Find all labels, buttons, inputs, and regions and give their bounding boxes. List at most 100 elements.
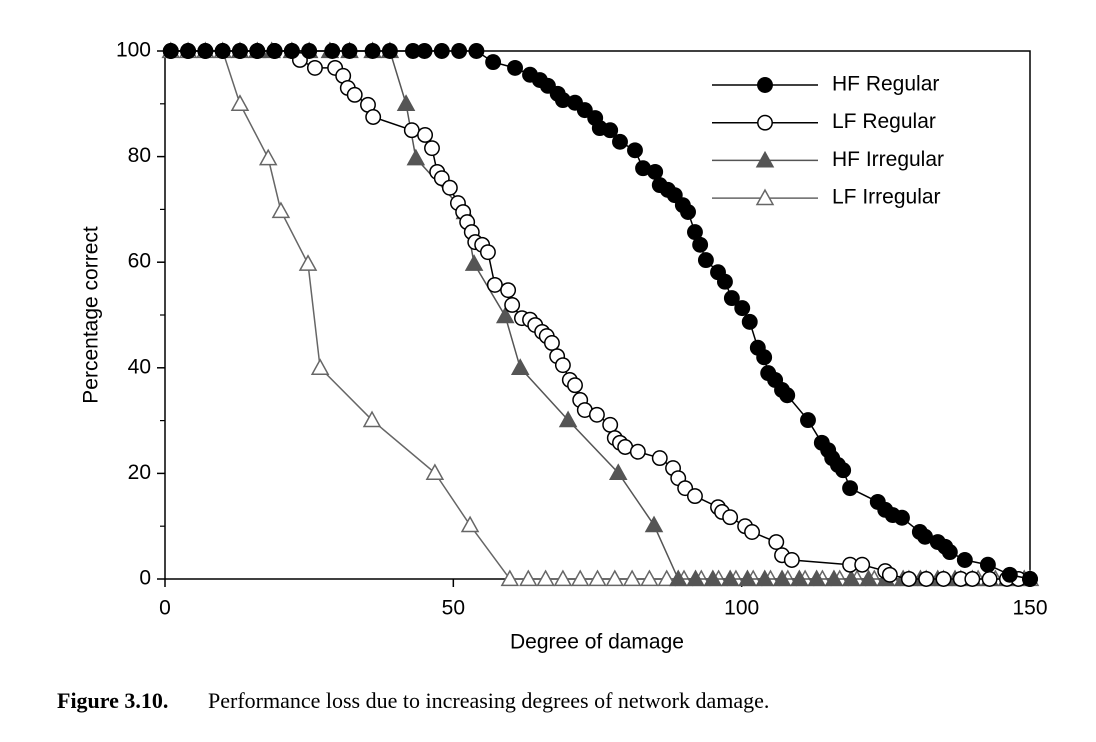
data-point [783,552,800,568]
data-point [657,569,676,587]
data-point [772,569,792,587]
data-point [500,282,517,299]
data-point [894,509,910,526]
data-point [424,140,440,157]
data-point [703,569,723,587]
data-point [266,43,283,59]
data-point [486,276,503,293]
data-point [301,43,318,59]
data-point [779,387,796,404]
data-point [744,524,760,540]
data-point [500,569,520,587]
y-axis-label: Percentage correct [80,226,103,404]
data-point [842,480,859,497]
data-point [433,43,450,59]
data-point [800,412,816,429]
data-point [964,571,981,587]
legend-label: HF Regular [832,73,939,96]
data-point [734,300,751,317]
caption-label: Figure 3.10. [57,688,168,713]
data-point [602,122,619,139]
data-point [605,569,625,587]
legend-label: LF Irregular [832,186,941,209]
data-point [668,569,688,587]
data-point [298,254,318,271]
data-point [306,59,323,76]
data-point [680,204,696,220]
data-point [479,244,496,261]
data-point [553,569,573,587]
data-point [468,43,485,59]
data-point [756,349,773,366]
data-point [519,569,538,587]
data-point [644,515,664,533]
data-point [629,443,646,460]
data-point [417,127,434,143]
legend-label: HF Irregular [832,148,944,171]
data-point [602,416,619,433]
data-point [570,569,590,587]
data-point [258,148,278,166]
data-point [230,94,250,111]
data-point [859,569,878,587]
x-tick-label: 150 [1012,597,1047,620]
legend-marker [755,150,775,168]
data-point [536,569,555,587]
data-point [981,571,998,587]
data-point [425,463,445,481]
data-point [622,569,642,587]
data-point [979,556,996,573]
data-point [935,571,952,587]
data-point [362,410,382,428]
data-point [504,297,521,313]
data-point [723,290,740,307]
data-point [755,569,775,587]
data-point [918,571,935,587]
data-point [567,377,583,394]
data-point [197,43,214,59]
legend-label: LF Regular [832,110,936,133]
x-axis-label: Degree of damage [510,631,684,654]
data-point [687,488,703,505]
data-point [738,569,757,587]
data-point [271,201,291,219]
data-point [441,179,458,196]
data-point [881,566,898,583]
data-point [1001,566,1018,583]
data-point [341,43,358,59]
data-point [741,313,758,330]
data-point [900,571,917,587]
data-point [558,410,578,428]
data-point [854,556,871,573]
data-point [807,569,826,587]
data-point [232,43,248,59]
data-point [324,43,341,59]
data-point [464,254,484,271]
data-point [510,358,530,375]
data-point [651,450,668,467]
y-tick-label: 0 [139,567,151,590]
data-point [588,569,607,587]
data-point [692,236,709,253]
data-point [697,252,714,269]
data-point [507,59,523,76]
data-point [824,569,844,587]
data-point [716,273,733,290]
data-point [180,43,197,59]
data-point [686,569,705,587]
caption-text: Performance loss due to increasing degre… [208,688,769,713]
data-point [396,94,416,111]
data-point [403,122,420,139]
data-point [214,43,231,59]
data-point [460,515,480,533]
data-point [346,86,363,103]
data-point [554,357,571,374]
y-tick-label: 40 [128,355,151,378]
data-point [485,54,502,71]
data-point [451,43,468,59]
y-tick-label: 60 [128,250,151,273]
data-point [588,406,605,423]
data-point [1022,571,1038,587]
y-tick-label: 80 [128,144,151,167]
